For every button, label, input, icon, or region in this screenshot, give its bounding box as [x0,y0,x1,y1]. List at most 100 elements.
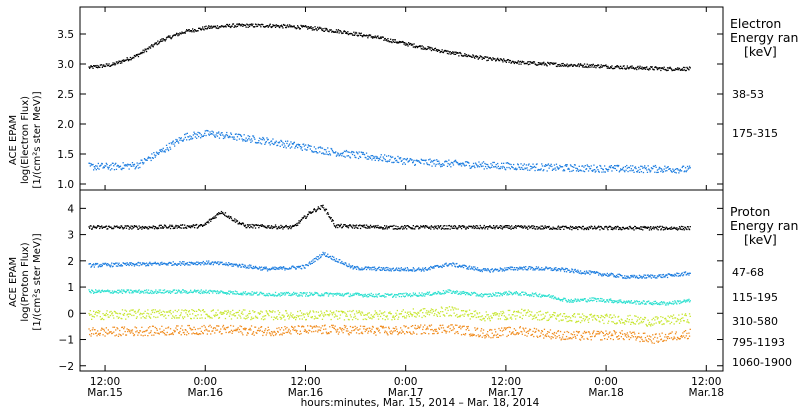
proton-point [279,311,281,314]
proton-point [460,228,463,230]
electron-point [458,164,460,166]
electron-point [436,50,439,52]
proton-point [489,225,491,227]
electron-point [321,152,323,155]
electron-point [196,30,198,32]
electron-point [420,46,422,48]
electron-point [294,147,296,149]
proton-point [464,264,466,267]
proton-point [346,226,348,228]
electron-point [222,137,225,140]
electron-point [504,60,506,62]
electron-point [637,65,639,68]
proton-point [228,315,231,317]
proton-point [140,317,142,319]
proton-point [433,267,435,269]
proton-point [511,227,513,229]
proton-point [230,263,233,265]
proton-point [220,262,222,264]
proton-point [340,262,342,264]
proton-point [108,264,110,266]
proton-point [378,293,380,295]
proton-point [359,224,361,226]
proton-point [180,292,182,294]
proton-point [440,225,442,227]
proton-point [182,289,184,291]
proton-point [177,225,179,227]
proton-point [230,311,232,313]
proton-point [243,317,245,319]
electron-point [506,166,508,169]
proton-point [115,312,117,314]
proton-point [189,225,191,227]
proton-point [178,263,180,265]
proton-point [389,225,391,227]
proton-point [500,293,502,296]
electron-point [640,171,643,173]
proton-point [314,315,316,317]
proton-point [218,317,220,319]
proton-point [237,266,239,268]
electron-point [196,137,198,139]
electron-point [241,138,243,140]
proton-point [645,303,647,305]
proton-point [640,302,642,305]
proton-point [180,227,182,229]
electron-point [668,67,671,69]
electron-point [192,137,194,139]
electron-point [371,159,373,161]
proton-point [483,293,485,296]
electron-point [260,138,262,140]
proton-point [620,274,622,276]
proton-point [141,225,144,228]
proton-point [565,300,568,302]
proton-point [401,293,403,295]
proton-point [148,315,150,317]
electron-point [523,61,525,63]
electron-point [295,145,297,147]
proton-point [339,294,341,296]
proton-point [410,228,412,230]
proton-point [662,226,664,228]
proton-point [112,265,114,267]
electron-point [250,138,253,140]
proton-point [163,315,165,318]
proton-point [379,227,382,229]
electron-point [323,148,326,151]
proton-point [157,291,160,293]
proton-point [581,272,584,274]
proton-point [430,228,432,230]
electron-point [106,63,108,65]
electron-point [223,135,225,137]
proton-point [397,269,399,271]
proton-point [493,226,495,229]
electron-point [155,42,158,44]
proton-point [418,269,420,271]
proton-point [537,227,540,229]
proton-point [568,300,570,302]
electron-point [365,35,367,37]
proton-point [123,227,126,229]
proton-point [345,313,348,315]
proton-point [485,269,487,271]
proton-point [384,267,386,269]
electron-point [196,30,198,32]
electron-point [686,66,688,69]
electron-point [90,163,92,165]
proton-point [317,259,319,261]
electron-point [219,133,221,135]
electron-point [520,163,522,165]
electron-point [173,34,175,36]
proton-point [319,207,321,210]
electron-point [268,25,270,27]
proton-point [487,293,489,295]
proton-point [575,227,578,229]
proton-point [682,301,684,303]
electron-point [216,25,219,27]
proton-point [327,295,330,297]
electron-point [394,41,396,43]
proton-point [233,313,235,315]
electron-point [109,169,112,171]
proton-point [621,275,623,277]
